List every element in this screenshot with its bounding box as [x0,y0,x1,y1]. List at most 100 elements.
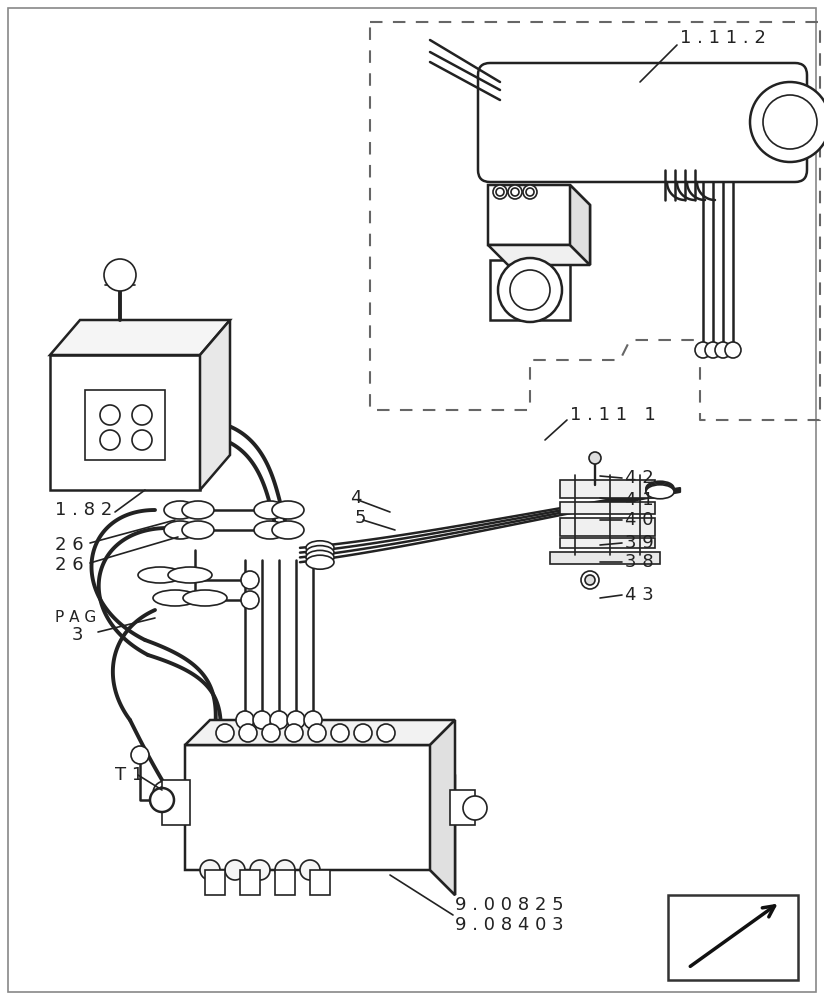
Ellipse shape [306,555,334,569]
Ellipse shape [164,521,196,539]
Circle shape [511,188,519,196]
Ellipse shape [646,482,674,496]
Bar [450,790,475,825]
Ellipse shape [306,550,334,564]
Circle shape [225,860,245,880]
Ellipse shape [646,485,674,499]
Bar [560,538,655,548]
Ellipse shape [138,567,182,583]
Circle shape [300,860,320,880]
Bar [550,552,660,564]
Circle shape [331,724,349,742]
Bar [560,480,655,498]
Ellipse shape [254,501,286,519]
Circle shape [498,258,562,322]
Polygon shape [185,745,455,895]
Circle shape [287,711,305,729]
Circle shape [104,259,136,291]
Polygon shape [185,720,455,745]
Circle shape [377,724,395,742]
Ellipse shape [272,521,304,539]
Circle shape [308,724,326,742]
Text: 3: 3 [72,626,83,644]
Circle shape [241,591,259,609]
Circle shape [100,405,120,425]
Polygon shape [570,185,590,265]
Ellipse shape [272,501,304,519]
Ellipse shape [306,546,334,560]
Circle shape [150,788,174,812]
Text: 4 2: 4 2 [625,469,653,487]
Ellipse shape [164,501,196,519]
Text: 9 . 0 8 4 0 3: 9 . 0 8 4 0 3 [455,916,564,934]
Circle shape [132,405,152,425]
Circle shape [589,452,601,464]
Polygon shape [85,390,165,460]
Circle shape [493,185,507,199]
Bar [668,895,798,980]
Circle shape [241,571,259,589]
Text: 1 . 1 1   1: 1 . 1 1 1 [570,406,656,424]
Text: 2 6: 2 6 [55,556,83,574]
Text: 1 . 1 1 . 2: 1 . 1 1 . 2 [680,29,765,47]
Circle shape [581,571,599,589]
Circle shape [100,430,120,450]
Circle shape [236,711,254,729]
Circle shape [496,188,504,196]
Ellipse shape [153,590,197,606]
Circle shape [725,342,741,358]
Ellipse shape [182,501,214,519]
Ellipse shape [306,541,334,555]
Polygon shape [200,320,230,490]
Bar [275,870,295,895]
Polygon shape [488,185,590,265]
Circle shape [585,575,595,585]
Circle shape [510,270,550,310]
Circle shape [715,342,731,358]
Polygon shape [488,245,590,265]
Circle shape [262,724,280,742]
Circle shape [270,711,288,729]
Circle shape [275,860,295,880]
Circle shape [508,185,522,199]
Bar [560,502,655,514]
Text: 5: 5 [355,509,367,527]
Circle shape [304,711,322,729]
Text: 4 0: 4 0 [625,511,653,529]
Ellipse shape [254,521,286,539]
Circle shape [523,185,537,199]
Circle shape [153,781,177,805]
Circle shape [200,860,220,880]
Circle shape [158,786,172,800]
Bar [162,780,190,825]
Circle shape [132,430,152,450]
Bar [490,260,570,320]
Polygon shape [50,320,230,355]
Text: 3 9: 3 9 [625,534,653,552]
Circle shape [695,342,711,358]
Polygon shape [50,355,200,490]
Bar [560,518,655,536]
Circle shape [216,724,234,742]
Text: T 1: T 1 [115,766,143,784]
Bar [310,870,330,895]
Circle shape [750,82,824,162]
Text: 4: 4 [350,489,362,507]
Ellipse shape [182,521,214,539]
Circle shape [526,188,534,196]
Text: 2 6: 2 6 [55,536,83,554]
Circle shape [239,724,257,742]
Text: 4 1: 4 1 [625,491,653,509]
Bar [205,870,225,895]
Bar [240,870,260,895]
Ellipse shape [646,481,674,495]
Polygon shape [430,720,455,895]
Ellipse shape [168,567,212,583]
Circle shape [131,746,149,764]
Circle shape [354,724,372,742]
Circle shape [763,95,817,149]
Circle shape [705,342,721,358]
FancyBboxPatch shape [478,63,807,182]
Text: 4 3: 4 3 [625,586,653,604]
Circle shape [250,860,270,880]
